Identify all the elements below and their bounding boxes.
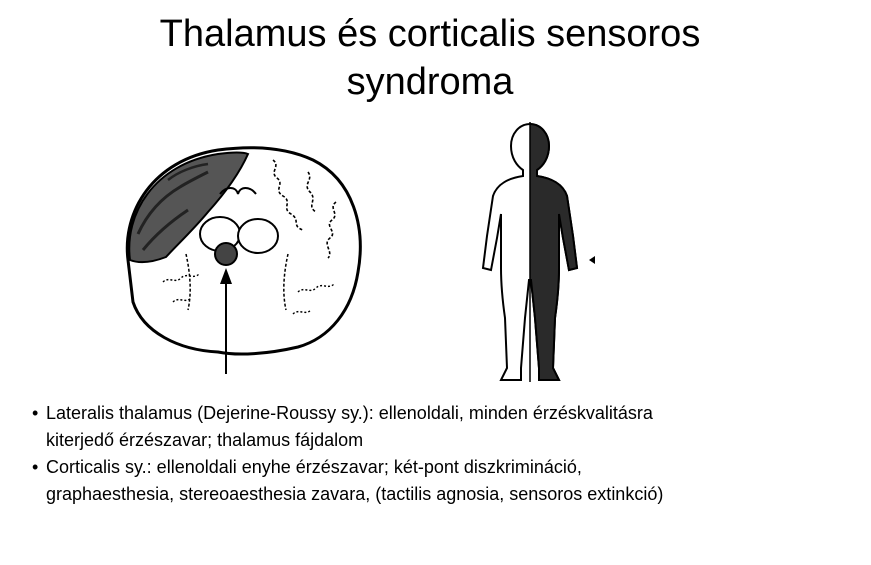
lesion-pointer-arrow-head bbox=[220, 268, 232, 284]
bullet-2-line-2: graphaesthesia, stereoaesthesia zavara, … bbox=[46, 484, 664, 504]
right-gyri bbox=[272, 159, 337, 259]
ventricles bbox=[219, 187, 257, 195]
bullet-item-corticalis: • Corticalis sy.: ellenoldali enyhe érzé… bbox=[30, 454, 860, 508]
bullet-item-thalamus: • Lateralis thalamus (Dejerine-Roussy sy… bbox=[30, 400, 860, 454]
bullet-dot: • bbox=[32, 457, 39, 477]
bullet-2-line-1: Corticalis sy.: ellenoldali enyhe érzész… bbox=[46, 457, 582, 477]
right-thalamus-outline bbox=[237, 218, 279, 254]
slide-title-line-1: Thalamus és corticalis sensoros bbox=[159, 13, 701, 55]
bullet-1-line-2: kiterjedő érzészavar; thalamus fájdalom bbox=[46, 430, 364, 450]
slide-title: Thalamus és corticalis sensoros syndroma bbox=[0, 10, 860, 106]
bullet-1-line-1: Lateralis thalamus (Dejerine-Roussy sy.)… bbox=[46, 403, 653, 423]
thalamic-lesion bbox=[214, 242, 238, 266]
hemibody-sensory-loss-figure bbox=[481, 122, 595, 382]
bullet-dot: • bbox=[32, 403, 39, 423]
bullet-list: • Lateralis thalamus (Dejerine-Roussy sy… bbox=[30, 400, 860, 508]
slide-title-line-2: syndroma bbox=[346, 61, 514, 103]
brain-coronal-section-illustration bbox=[125, 146, 362, 374]
side-marker bbox=[589, 256, 595, 264]
